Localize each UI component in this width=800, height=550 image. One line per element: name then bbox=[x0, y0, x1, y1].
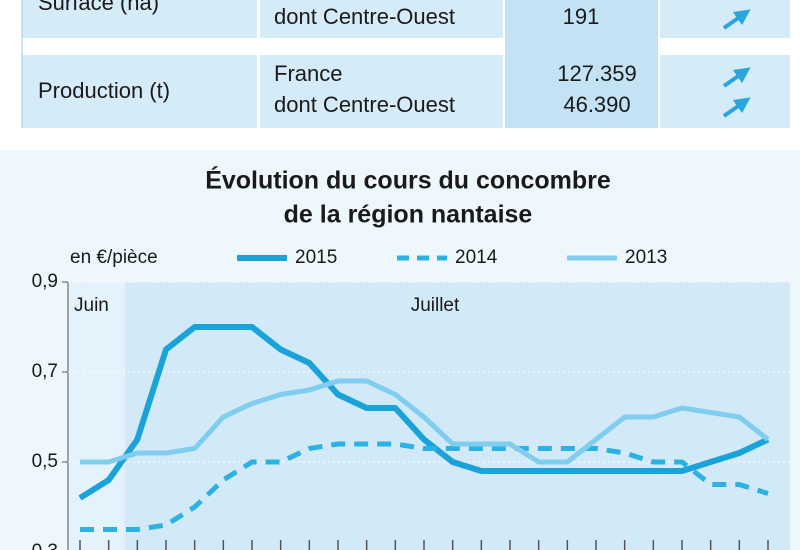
cell bbox=[22, 0, 257, 38]
cell bbox=[260, 0, 503, 38]
annotation: Juillet bbox=[411, 295, 460, 316]
cell bbox=[22, 55, 257, 128]
y-tick-label: 0,7 bbox=[32, 361, 58, 382]
legend-label: 2015 bbox=[295, 247, 337, 268]
row-label: Surface (ha) bbox=[38, 0, 159, 15]
y-axis-label: en €/pièce bbox=[70, 247, 158, 268]
legend-label: 2013 bbox=[625, 247, 667, 268]
cell bbox=[260, 55, 503, 128]
trend-arrow bbox=[722, 67, 751, 88]
trend-arrow bbox=[722, 9, 751, 30]
chart-title: de la région nantaise bbox=[284, 201, 533, 229]
legend-label: 2014 bbox=[455, 247, 498, 268]
series-line bbox=[78, 324, 770, 501]
table: Surface (ha) dont Centre-Ouest 191 Produ… bbox=[21, 0, 790, 128]
plot: 0,3 0,5 0,7 0,9 bbox=[32, 271, 790, 550]
trend-arrow bbox=[722, 97, 751, 118]
cell bbox=[660, 0, 790, 38]
row-item: dont Centre-Ouest bbox=[274, 4, 455, 29]
row-label: Production (t) bbox=[38, 78, 170, 103]
row-value: 46.390 bbox=[563, 92, 630, 117]
series-line bbox=[80, 378, 770, 465]
row-item: dont Centre-Ouest bbox=[274, 92, 455, 117]
y-tick-label: 0,9 bbox=[32, 271, 58, 292]
y-tick-label: 0,3 bbox=[32, 541, 58, 550]
annotation: Juin bbox=[74, 295, 109, 316]
series-line bbox=[80, 441, 769, 532]
row-value: 127.359 bbox=[557, 61, 637, 86]
period-june bbox=[68, 282, 125, 550]
row-value: 191 bbox=[563, 4, 600, 29]
row-item: France bbox=[274, 61, 342, 86]
value-column bbox=[505, 0, 658, 128]
chart-title: Évolution du cours du concombre bbox=[205, 166, 611, 195]
y-tick-label: 0,5 bbox=[32, 451, 58, 472]
